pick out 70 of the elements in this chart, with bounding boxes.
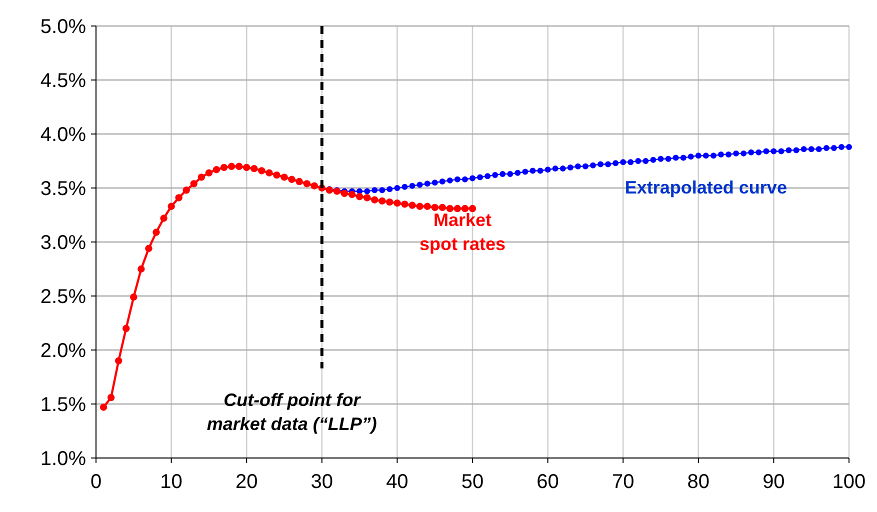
point [220,164,228,172]
point [340,190,348,197]
point [243,164,250,172]
series-label: Market spot rates [419,210,506,254]
ref-line-label: Cut-off point for market data (“LLP”) [206,390,377,434]
point [198,174,206,181]
point [107,394,115,402]
y-tick-label: 2.0% [40,340,86,362]
point [416,202,424,210]
point [386,198,394,206]
x-tick-label: 80 [687,471,710,493]
point [303,180,310,188]
point [424,202,431,210]
point [100,404,108,411]
x-tick-label: 30 [310,471,334,493]
point [363,194,371,202]
point [468,204,476,212]
point [122,324,130,332]
y-tick-label: 3.5% [40,178,86,200]
point [152,228,160,236]
point [280,174,288,181]
point [205,169,213,176]
point [310,182,318,190]
point [401,200,408,208]
point [250,164,258,172]
point [145,244,152,252]
y-tick-label: 1.5% [40,394,86,416]
point [130,293,138,301]
point [461,204,469,212]
point [160,214,168,222]
y-tick-label: 3.0% [40,232,86,254]
point [371,196,378,204]
point [175,194,182,202]
x-tick-label: 70 [612,471,634,493]
point [228,162,236,170]
point [258,167,266,174]
point [212,166,220,174]
point [378,197,386,205]
x-tick-label: 40 [386,471,408,493]
x-tick-label: 0 [90,471,102,493]
point [431,204,438,212]
point [235,162,243,170]
point [394,200,401,207]
point [356,193,364,200]
point [114,357,122,364]
x-tick-label: 20 [235,471,258,493]
y-tick-label: 1.0% [40,448,86,470]
x-tick-label: 100 [832,471,866,493]
point [273,171,280,179]
point [190,180,198,188]
y-tick-label: 4.5% [40,70,86,92]
series-label: Extrapolated curve [624,177,787,198]
point [288,176,296,183]
y-tick-label: 2.5% [40,286,86,308]
point [446,204,454,212]
point [454,204,462,212]
point [266,169,273,176]
x-tick-label: 50 [461,471,484,493]
point [348,190,356,198]
y-tick-label: 4.0% [40,124,86,146]
x-tick-label: 90 [762,471,785,493]
y-tick-label: 5.0% [40,16,86,38]
point [408,202,416,209]
x-tick-label: 60 [536,471,559,493]
point [296,178,303,186]
point [182,186,190,194]
point [438,204,446,212]
point [168,202,175,210]
point [138,265,145,273]
x-tick-label: 10 [160,471,182,493]
